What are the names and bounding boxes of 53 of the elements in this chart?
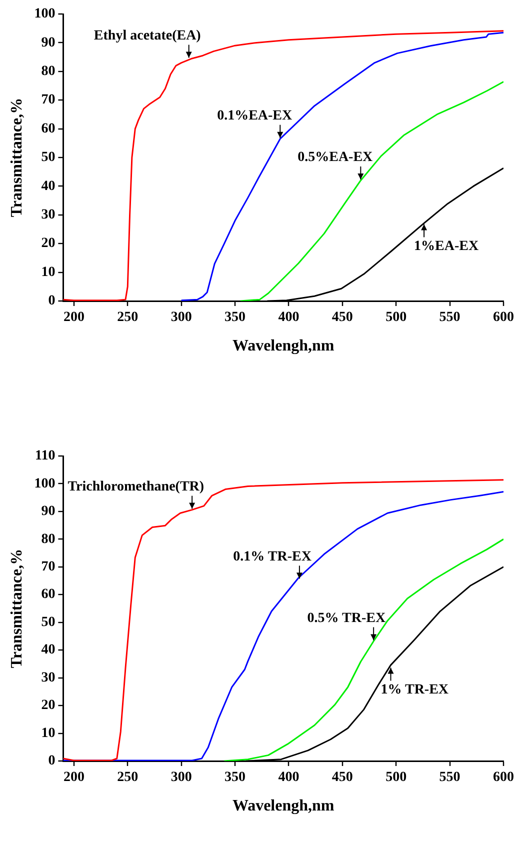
y-axis-title: Transmittance,% (8, 98, 26, 218)
y-tick-label: 70 (41, 560, 56, 575)
y-tick-label: 40 (41, 178, 56, 194)
y-tick-label: 10 (41, 726, 56, 741)
x-tick-label: 400 (278, 770, 300, 786)
y-axis-title: Transmittance,% (8, 548, 26, 668)
x-tick-label: 550 (439, 310, 460, 326)
y-tick-label: 60 (41, 121, 56, 136)
annotation: 0.5%EA-EX (298, 150, 373, 166)
y-tick-label: 100 (34, 476, 56, 492)
x-tick-label: 350 (224, 310, 246, 326)
y-tick-label: 0 (48, 754, 56, 769)
x-tick-label: 200 (63, 770, 84, 786)
x-tick-label: 500 (386, 770, 407, 786)
x-tick-label: 250 (117, 770, 138, 786)
y-tick-label: 80 (41, 532, 56, 547)
x-tick-label: 300 (170, 770, 192, 786)
y-tick-label: 10 (41, 264, 56, 280)
annotation: Trichloromethane(TR) (68, 479, 204, 494)
annotation: 1%EA-EX (414, 238, 479, 254)
annotation: 0.1% TR-EX (233, 549, 312, 564)
x-tick-label: 600 (493, 770, 514, 786)
x-tick-label: 500 (386, 310, 407, 326)
y-tick-label: 110 (34, 448, 56, 464)
x-tick-label: 450 (332, 770, 353, 786)
y-tick-label: 50 (41, 614, 56, 630)
y-tick-label: 80 (41, 64, 56, 80)
x-tick-label: 550 (439, 770, 460, 786)
y-tick-label: 20 (41, 236, 56, 252)
x-tick-label: 350 (224, 770, 246, 786)
x-tick-label: 250 (117, 310, 138, 326)
y-tick-label: 90 (41, 35, 56, 50)
y-tick-label: 30 (41, 670, 56, 686)
x-tick-label: 450 (332, 310, 353, 326)
y-tick-label: 40 (41, 642, 56, 658)
annotation: 1% TR-EX (380, 682, 449, 698)
annotation: 0.1%EA-EX (217, 108, 292, 124)
x-tick-label: 600 (493, 310, 514, 326)
x-axis-title: Wavelengh,nm (232, 338, 335, 355)
annotation: 0.5% TR-EX (307, 610, 386, 626)
y-tick-label: 70 (41, 92, 56, 108)
y-tick-label: 90 (41, 504, 56, 520)
y-tick-label: 60 (41, 587, 56, 602)
y-tick-label: 100 (34, 6, 56, 22)
x-axis-title: Wavelengh,nm (232, 798, 335, 815)
y-tick-label: 0 (48, 294, 56, 309)
y-tick-label: 30 (41, 208, 56, 223)
annotation: Ethyl acetate(EA) (94, 28, 202, 44)
x-tick-label: 400 (278, 310, 300, 326)
y-tick-label: 50 (41, 150, 56, 166)
y-tick-label: 20 (41, 698, 56, 714)
x-tick-label: 300 (170, 310, 192, 326)
x-tick-label: 200 (63, 310, 84, 326)
